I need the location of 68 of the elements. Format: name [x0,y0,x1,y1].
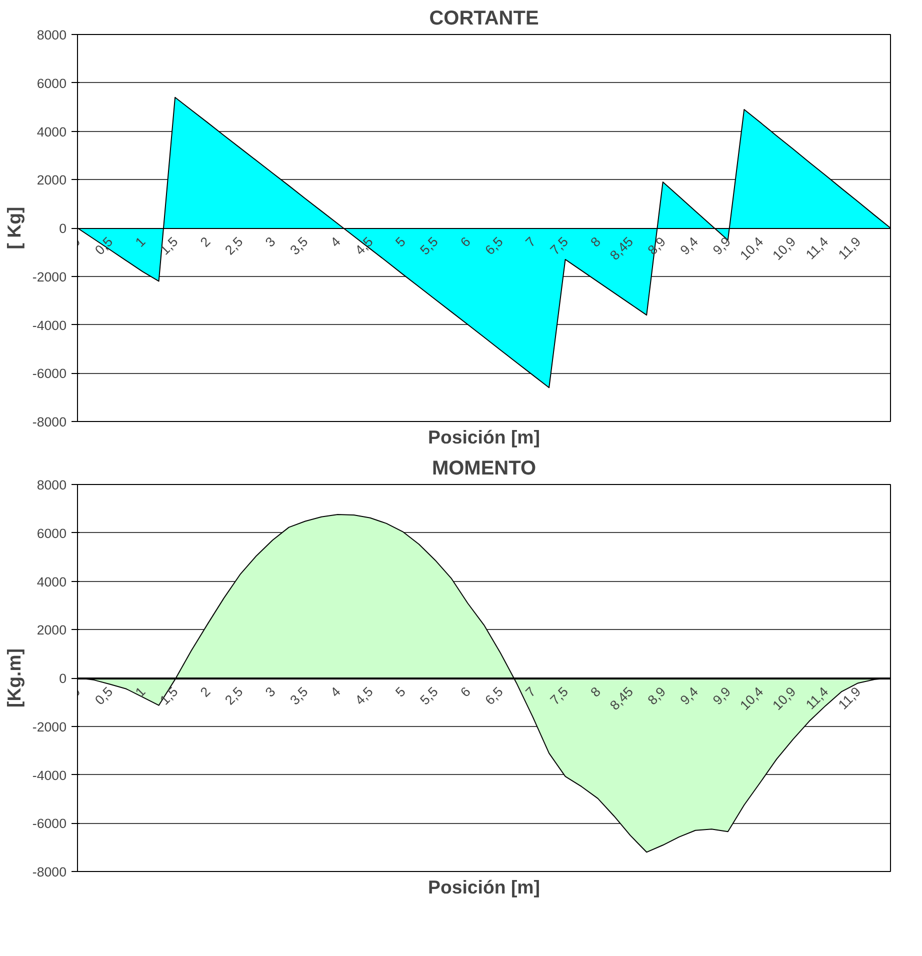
x-tick-label: 6 [458,234,474,250]
y-axis-title: [Kg.m] [3,648,24,708]
x-tick-label: 5 [392,684,408,700]
y-tick-label: -8000 [32,414,67,430]
x-tick-label: 3,5 [287,234,311,258]
x-tick-label: 6,5 [482,234,506,258]
chart-title: CORTANTE [429,8,539,30]
x-tick-label: 5,5 [417,234,441,258]
x-tick-label: 8,9 [644,684,669,708]
x-tick-label: 5,5 [417,684,441,708]
x-tick-label: 10,9 [770,234,799,263]
x-tick-label: 1,5 [157,234,181,258]
y-tick-label: 8000 [36,478,67,492]
y-tick-label: -6000 [32,366,67,382]
x-tick-label: 3,5 [287,684,311,708]
x-tick-label: 4 [327,234,344,250]
x-axis-title: Posición [m] [428,426,540,448]
x-tick-label: 9,4 [677,234,702,258]
x-tick-label: 1 [132,684,148,700]
y-tick-label: 0 [59,221,67,236]
chart-title: MOMENTO [432,458,536,480]
x-tick-label: 10,9 [770,684,799,713]
x-tick-label: 8 [588,234,604,250]
x-tick-label: 6 [458,684,474,700]
y-axis-title: [ Kg] [3,206,24,250]
x-tick-label: 0,5 [92,234,116,258]
x-tick-label: 11,4 [802,234,832,262]
y-tick-label: -8000 [32,864,67,880]
x-tick-label: 7 [522,234,538,250]
x-axis-title: Posición [m] [428,876,540,898]
x-tick-label: 3 [262,684,278,700]
y-tick-label: -4000 [32,318,67,333]
x-tick-label: 0,5 [92,684,116,708]
y-tick-label: 4000 [36,124,67,140]
y-tick-label: -4000 [32,768,67,783]
x-tick-label: 2 [197,684,214,700]
x-tick-label: 11,9 [835,684,864,712]
x-tick-label: 9,9 [710,234,734,258]
y-tick-label: 2000 [36,172,67,188]
y-tick-label: 2000 [36,622,67,638]
y-tick-label: 6000 [36,526,67,541]
x-tick-label: 9,4 [677,684,702,708]
x-tick-label: 11,4 [802,684,832,712]
x-tick-label: 8 [588,684,604,700]
x-tick-label: 1,5 [157,684,181,708]
x-tick-label: 5 [392,234,408,250]
x-tick-label: 7 [522,684,538,700]
y-tick-label: -6000 [32,816,67,832]
x-tick-label: 2,5 [222,234,246,258]
x-tick-label: 2,5 [222,684,246,708]
y-tick-label: -2000 [32,269,67,284]
x-tick-label: 4,5 [352,234,376,258]
x-tick-label: 8,9 [644,234,669,258]
x-tick-label: 3 [262,234,278,250]
x-tick-label: 2 [197,234,214,250]
y-tick-label: 8000 [36,28,67,42]
y-tick-label: -2000 [32,719,67,734]
x-tick-label: 4,5 [352,684,376,708]
y-tick-label: 4000 [36,574,67,590]
x-tick-label: 4 [327,684,344,700]
x-tick-label: 7,5 [547,684,571,708]
x-tick-label: 6,5 [482,684,506,708]
y-tick-label: 0 [59,671,67,686]
y-tick-label: 6000 [36,76,67,91]
x-tick-label: 9,9 [710,684,734,708]
x-tick-label: 7,5 [547,234,571,258]
x-tick-label: 11,9 [835,234,864,262]
x-tick-label: 1 [132,234,148,250]
